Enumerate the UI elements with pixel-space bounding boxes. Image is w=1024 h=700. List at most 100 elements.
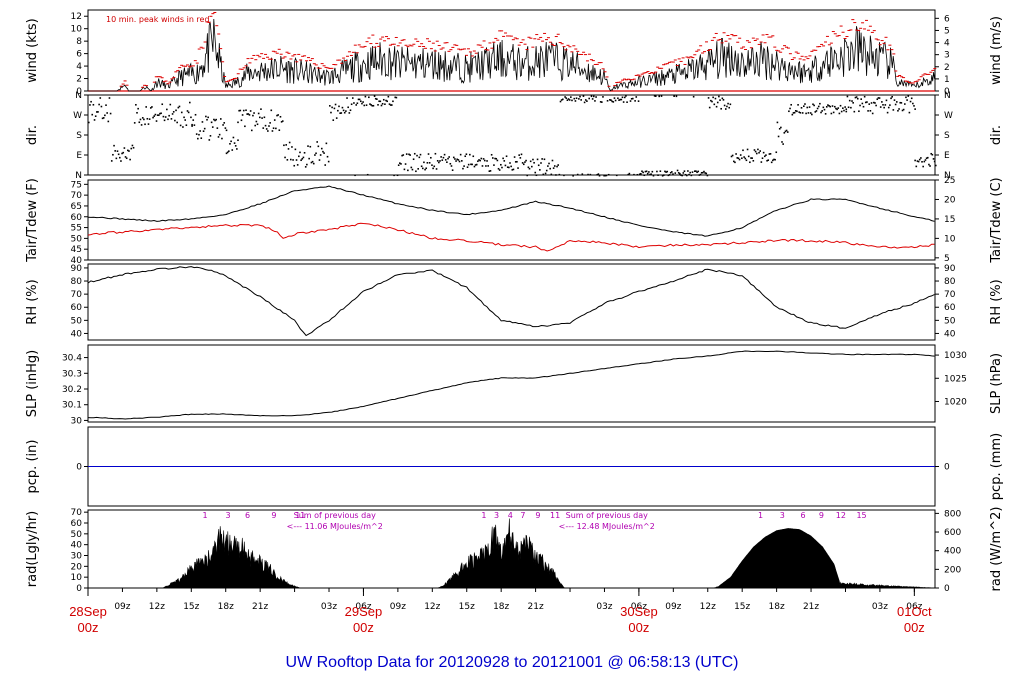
dir-point xyxy=(730,155,733,158)
x-tick-label: 21z xyxy=(252,602,268,612)
dir-point xyxy=(700,171,703,174)
dir-point xyxy=(597,173,600,175)
dir-point xyxy=(410,166,413,169)
dir-point xyxy=(679,172,681,175)
dir-ytick-label-left: N xyxy=(75,171,82,181)
dir-point xyxy=(537,164,540,167)
dir-point xyxy=(774,158,776,161)
dir-point xyxy=(869,109,872,112)
dir-point xyxy=(362,101,364,103)
dir-point xyxy=(632,97,634,100)
x-tick-label: 15z xyxy=(183,602,199,612)
dir-point xyxy=(589,173,592,176)
dir-point xyxy=(738,158,741,161)
dir-point xyxy=(832,111,835,114)
dir-point xyxy=(346,97,348,99)
dir-point xyxy=(277,114,279,116)
dir-point xyxy=(93,119,96,121)
rad-hour-mark: 6 xyxy=(245,511,250,520)
dir-point xyxy=(898,108,900,110)
rad-hour-mark: 9 xyxy=(535,511,540,520)
dir-point xyxy=(146,117,149,120)
dir-point xyxy=(557,164,560,166)
dir-point xyxy=(856,97,859,100)
dir-point xyxy=(776,121,779,124)
dir-point xyxy=(265,128,268,130)
dir-point xyxy=(875,104,877,107)
dir-point xyxy=(463,165,465,167)
dir-point xyxy=(780,126,782,129)
dir-point xyxy=(623,96,626,99)
wind-ylabel-left: wind (kts) xyxy=(25,18,40,82)
dir-point xyxy=(141,117,144,119)
x-tick-label: 21z xyxy=(803,602,819,612)
dir-point xyxy=(653,95,656,97)
dir-point xyxy=(447,157,449,160)
dir-point xyxy=(785,129,788,132)
dir-point xyxy=(510,165,512,168)
dir-point xyxy=(648,171,650,173)
dir-point xyxy=(496,159,499,162)
dir-point xyxy=(831,105,834,107)
dir-point xyxy=(744,157,747,160)
dir-point xyxy=(866,101,868,103)
dir-point xyxy=(715,105,718,108)
dir-point xyxy=(829,105,832,108)
dir-point xyxy=(838,112,841,115)
dir-point xyxy=(245,109,247,112)
dir-point xyxy=(389,104,392,106)
dir-point xyxy=(628,172,631,175)
dir-point xyxy=(930,152,933,155)
dir-point xyxy=(108,97,111,99)
dir-point xyxy=(479,159,481,162)
dir-point xyxy=(565,97,568,99)
pcp-ylabel-right: pcp. (mm) xyxy=(989,433,1004,500)
dir-point xyxy=(214,119,216,122)
wind-ytick-label-right: 6 xyxy=(944,14,950,24)
dir-point xyxy=(526,174,529,177)
rad-hour-mark: 3 xyxy=(225,511,230,520)
dir-point xyxy=(169,103,172,106)
dir-point xyxy=(815,110,818,112)
dir-point xyxy=(572,174,574,177)
dir-point xyxy=(498,169,501,171)
dir-point xyxy=(442,156,445,159)
x-tick-label: 12z xyxy=(149,602,165,612)
dir-point xyxy=(621,96,624,99)
dir-point xyxy=(138,121,141,124)
dir-point xyxy=(706,174,709,177)
dir-point xyxy=(883,106,885,109)
dir-point xyxy=(794,110,797,112)
dir-point xyxy=(821,110,823,112)
wind-peaks xyxy=(119,11,937,88)
dir-point xyxy=(584,99,587,101)
dir-point xyxy=(891,95,893,98)
dir-point xyxy=(92,103,95,106)
dir-point xyxy=(518,154,520,156)
dir-point xyxy=(315,152,317,155)
x-tick-label: 03z xyxy=(872,602,888,612)
dir-point xyxy=(881,101,883,103)
wind-annotation: 10 min. peak winds in red xyxy=(106,15,210,24)
dir-point xyxy=(673,95,675,98)
dir-point xyxy=(160,112,162,115)
dir-point xyxy=(504,164,507,167)
dir-point xyxy=(309,145,312,148)
dir-point xyxy=(223,122,226,124)
dir-point xyxy=(90,100,92,103)
dir-point xyxy=(879,106,882,108)
dir-point xyxy=(409,154,411,156)
dir-point xyxy=(935,164,937,167)
dir-point xyxy=(843,109,845,112)
wind-speed-line xyxy=(88,18,935,92)
dir-point xyxy=(477,160,479,163)
dir-point xyxy=(873,101,875,104)
dir-point xyxy=(249,110,252,112)
dir-point xyxy=(124,156,127,158)
dir-point xyxy=(614,99,617,102)
dir-point xyxy=(824,113,827,115)
dir-ytick-label-right: N xyxy=(944,91,951,101)
dir-point xyxy=(519,157,522,159)
dir-point xyxy=(533,161,535,164)
